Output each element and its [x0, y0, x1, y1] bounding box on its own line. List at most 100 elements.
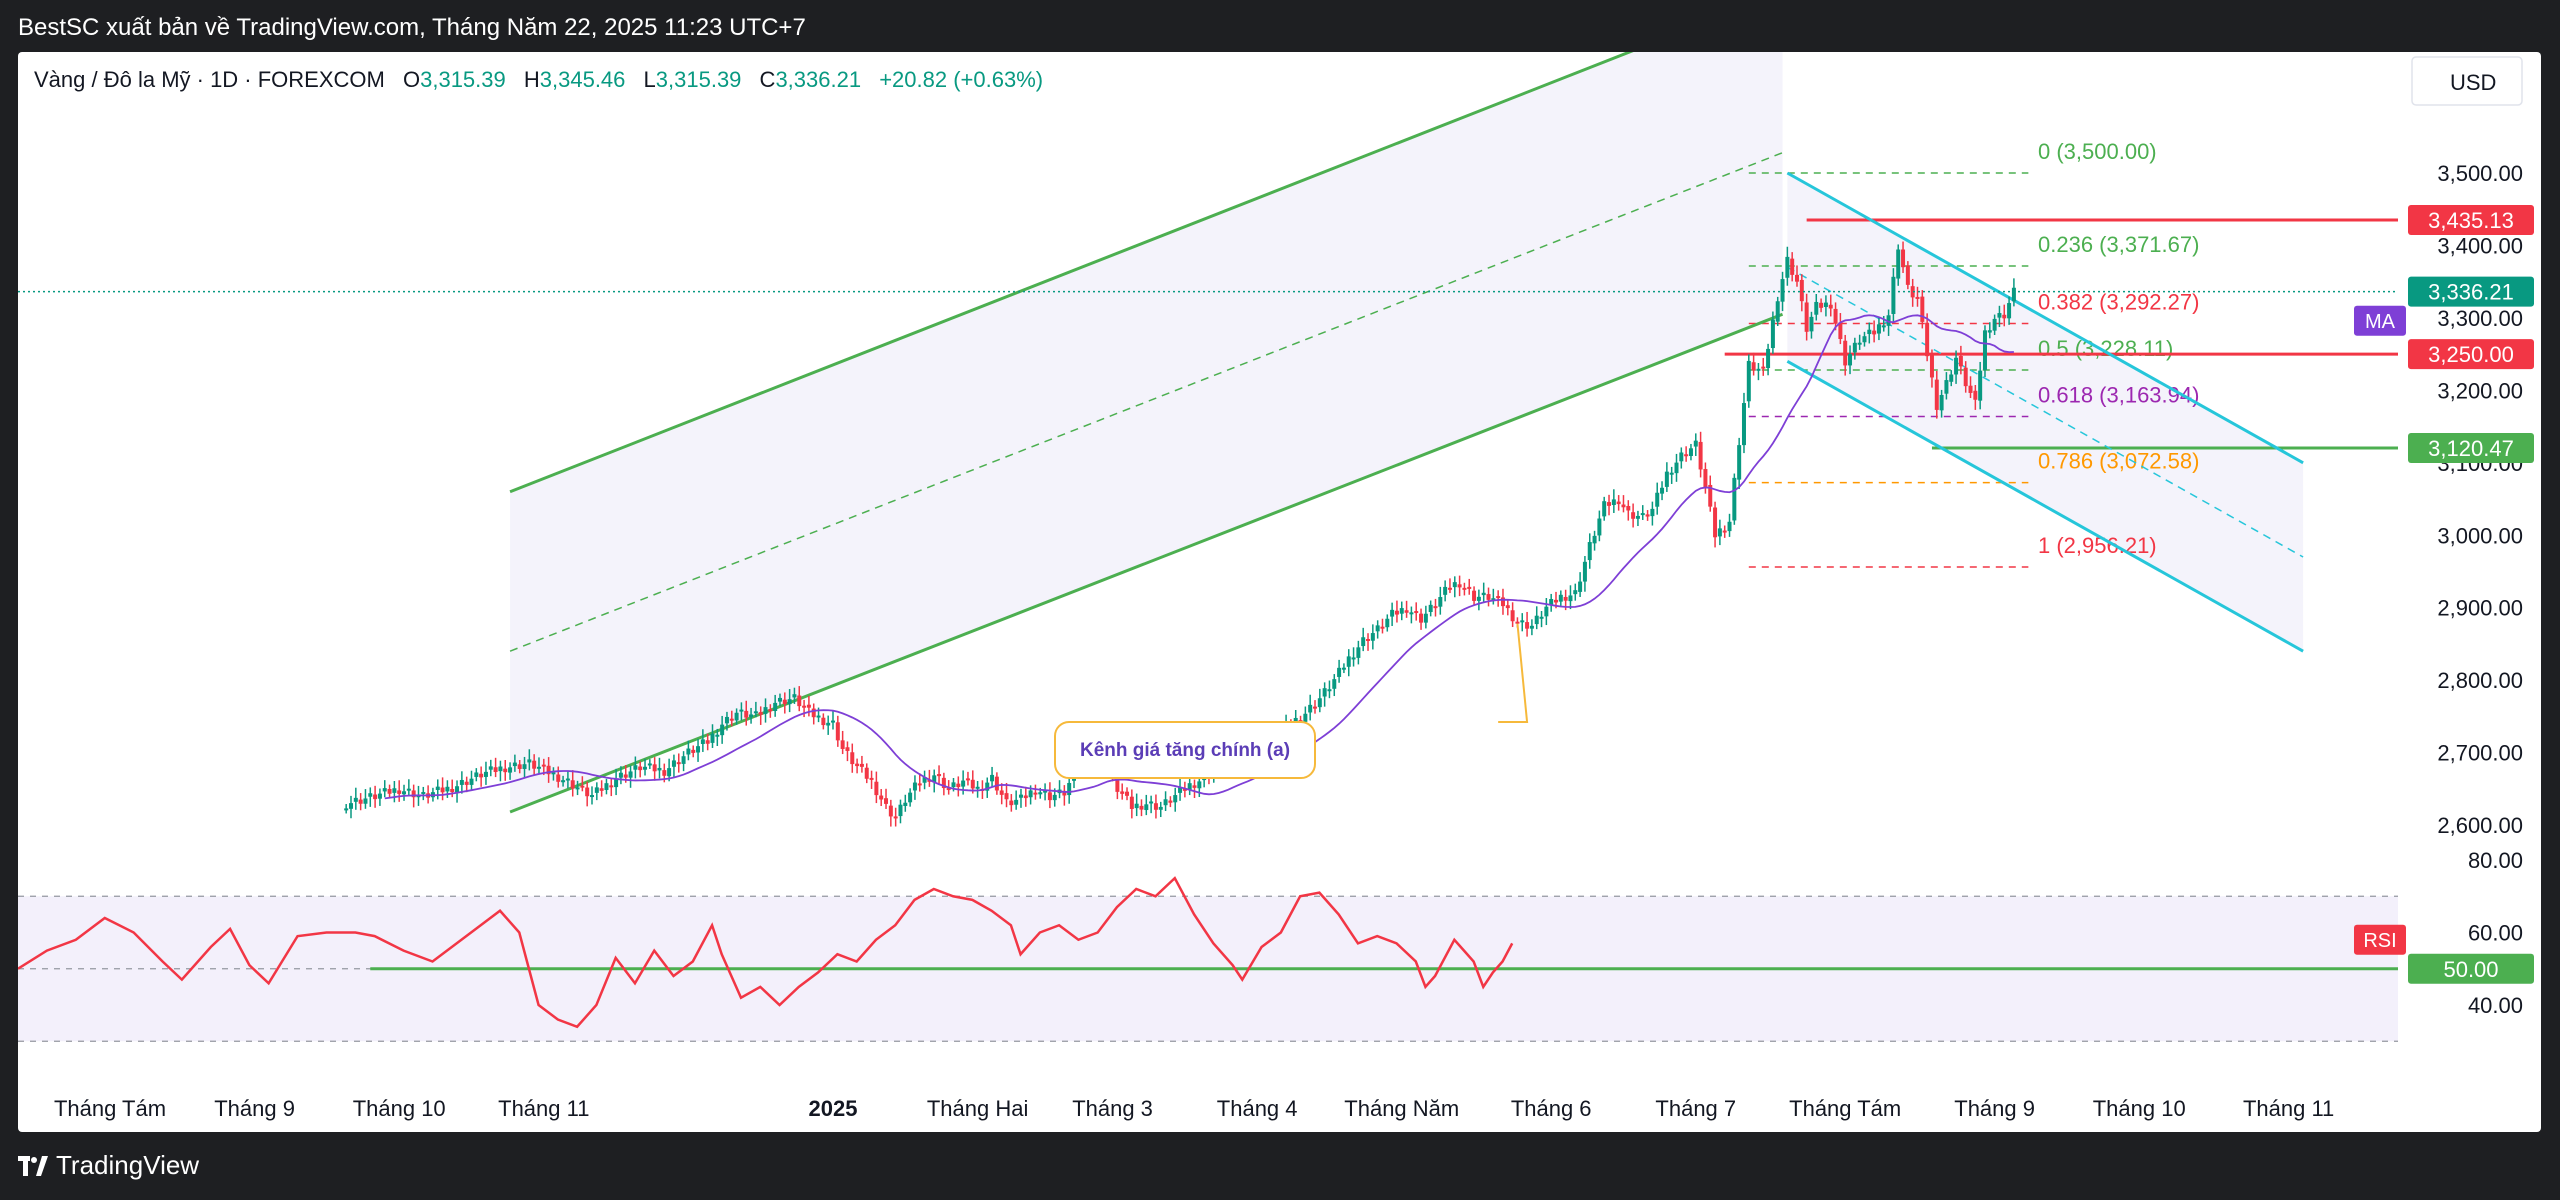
candle-body: [536, 766, 541, 769]
ma-badge[interactable]: MA: [2354, 305, 2406, 336]
candle-body: [590, 795, 594, 798]
candle-body: [739, 709, 744, 712]
open-value: 3,315.39: [420, 67, 506, 92]
candle-body: [1510, 610, 1515, 622]
chart-panel[interactable]: 0 (3,500.00) 0.236 (3,371.67) 0.382 (3,292…: [18, 52, 2541, 1132]
candle-body: [1399, 608, 1404, 614]
time-tick: 2025: [809, 1096, 858, 1121]
candle-body: [1920, 296, 1925, 322]
candle-body: [633, 765, 638, 770]
candle-body: [1173, 795, 1178, 803]
candle-body: [1346, 656, 1351, 667]
candle-body: [990, 774, 995, 782]
chart-svg[interactable]: 0 (3,500.00) 0.236 (3,371.67) 0.382 (3,292…: [18, 52, 2541, 1132]
rsi-badge[interactable]: RSI: [2354, 924, 2406, 955]
candle-body: [792, 694, 797, 698]
candle-body: [1698, 441, 1703, 470]
candle-body: [1756, 368, 1761, 371]
candle-body: [787, 699, 792, 705]
tradingview-logo[interactable]: TradingView: [18, 1150, 199, 1181]
candle-body: [1153, 803, 1158, 810]
candle-body: [1394, 610, 1399, 615]
candle-body: [1139, 805, 1144, 810]
candle-body: [1954, 357, 1959, 375]
candle-body: [1997, 313, 2002, 318]
time-tick: Tháng Hai: [927, 1096, 1029, 1121]
candle-body: [869, 777, 874, 780]
up-channel-upper-line: [509, 52, 1634, 494]
horizontal-lines[interactable]: [1724, 218, 2398, 450]
candle-body: [1481, 592, 1486, 596]
price-tags: 3,435.13 3,336.21 3,250.00 3,120.47 50.00: [2408, 204, 2534, 984]
candle-body: [1052, 794, 1057, 801]
callout-text: Kênh giá tăng chính (a): [1080, 740, 1290, 761]
candle-body: [1534, 615, 1539, 625]
candle-body: [850, 752, 855, 765]
time-tick: Tháng Năm: [1344, 1096, 1459, 1121]
candle-body: [1144, 804, 1149, 811]
currency-button[interactable]: USD: [2411, 56, 2523, 106]
candle-body: [1621, 504, 1626, 508]
price-tick: 3,400.00: [2437, 233, 2523, 258]
callout-annotation[interactable]: Kênh giá tăng chính (a): [1054, 623, 1529, 779]
candle-body: [1134, 803, 1139, 809]
candle-body: [1370, 633, 1375, 641]
candle-body: [1905, 265, 1910, 285]
candle-body: [1934, 379, 1939, 410]
callout-box[interactable]: [1054, 721, 1316, 779]
candle-body: [1385, 618, 1390, 628]
candle-body: [368, 793, 373, 797]
candle-body: [1525, 622, 1530, 629]
change-value: +20.82 (+0.63%): [879, 67, 1043, 92]
fibonacci-levels[interactable]: 0 (3,500.00) 0.236 (3,371.67) 0.382 (3,292…: [1748, 139, 2200, 568]
candle-body: [811, 708, 816, 718]
candle-body: [676, 762, 681, 765]
callout-pointer: [1498, 623, 1529, 723]
candle-body: [1361, 637, 1366, 647]
candle-body: [859, 763, 864, 767]
price-tag-label: 3,250.00: [2428, 342, 2514, 367]
candle-body: [1848, 354, 1853, 366]
candle-body: [1616, 501, 1621, 505]
candle-body: [1751, 362, 1756, 371]
candle-body: [1785, 256, 1790, 278]
published-by-text: BestSC xuất bản về TradingView.com, Thán…: [18, 14, 806, 41]
price-tick: 3,500.00: [2437, 161, 2523, 186]
candle-body: [724, 716, 729, 724]
candle-body: [1414, 611, 1419, 614]
candle-body: [435, 786, 440, 790]
candle-body: [970, 779, 975, 789]
candle-body: [777, 697, 782, 702]
candle-body: [1120, 791, 1125, 794]
candle-body: [397, 790, 402, 794]
candle-body: [1423, 613, 1428, 623]
candle-body: [1872, 330, 1877, 335]
candle-body: [1327, 689, 1332, 692]
candle-body: [638, 766, 643, 771]
time-tick: Tháng 11: [2243, 1096, 2334, 1121]
ma-line: [384, 314, 2014, 800]
candle-body: [1554, 599, 1558, 603]
candle-body: [753, 711, 758, 714]
price-tick: 2,800.00: [2437, 668, 2523, 693]
candle-body: [1819, 302, 1824, 308]
time-tick: Tháng 9: [214, 1096, 295, 1121]
candle-body: [1968, 385, 1973, 393]
candle-body: [975, 786, 980, 789]
candle-body: [806, 704, 811, 708]
price-tag-label: 3,336.21: [2428, 280, 2514, 305]
candle-body: [1790, 258, 1795, 275]
candle-body: [469, 778, 474, 785]
rsi-tick: 40.00: [2468, 993, 2523, 1018]
candle-body: [744, 710, 749, 718]
candle-body: [749, 714, 754, 718]
candle-body: [349, 803, 353, 809]
candle-body: [1708, 484, 1713, 507]
candle-body: [421, 792, 426, 795]
candle-body: [1664, 471, 1669, 487]
price-axis[interactable]: 3,500.003,400.003,300.003,200.003,100.00…: [2437, 161, 2523, 1018]
candle-body: [1925, 322, 1930, 357]
price-tick: 3,200.00: [2437, 378, 2523, 403]
candle-body: [1597, 518, 1602, 536]
time-axis[interactable]: Tháng Tám Tháng 9 Tháng 10 Tháng 11 2025 Thán…: [54, 1096, 2334, 1121]
